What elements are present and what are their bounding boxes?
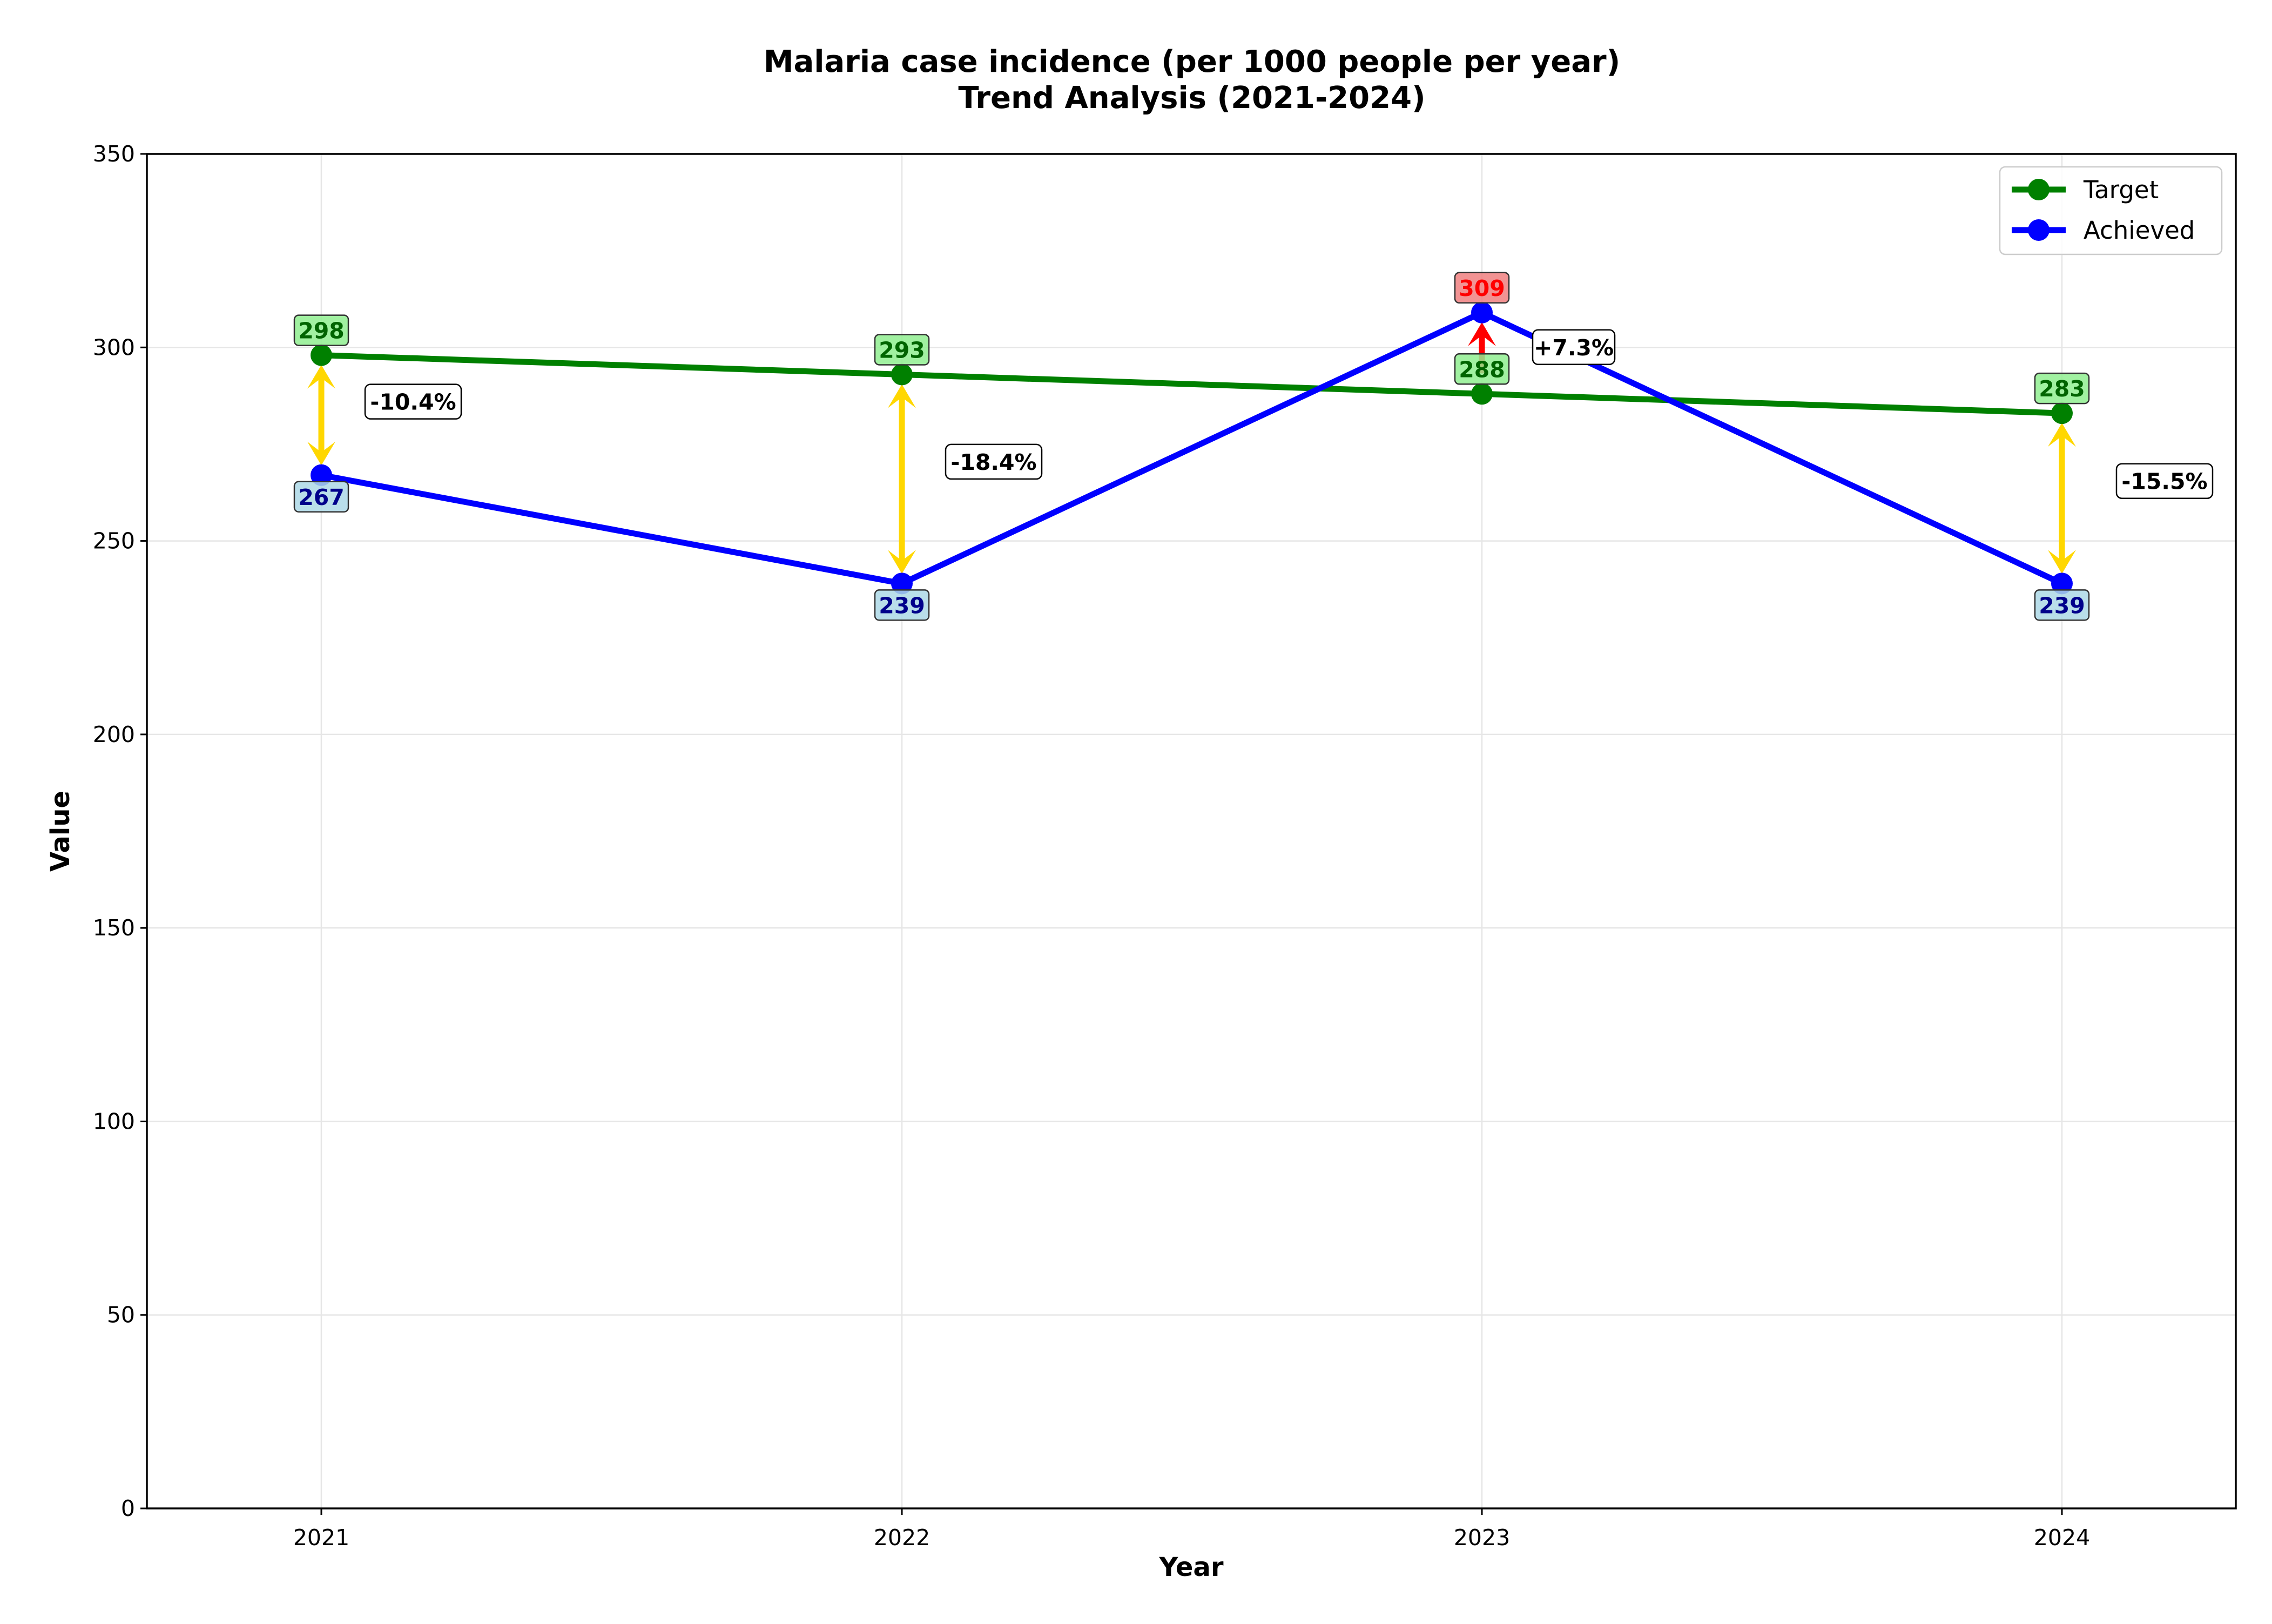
- data-labels: 298 267 293 239 288 309 283 239 -10.4% -18.4% +7.3…: [293, 272, 2214, 621]
- arrow-head: [2048, 423, 2076, 447]
- data-point-target: [2051, 402, 2073, 424]
- legend-label-achieved: Achieved: [2084, 216, 2195, 245]
- y-tick-label: 300: [93, 334, 135, 360]
- target-value-label: 293: [879, 337, 925, 363]
- x-tick-label: 2022: [874, 1525, 930, 1551]
- achieved-value-label: 239: [879, 592, 925, 618]
- series-line-target: [321, 352, 2062, 416]
- achieved-value-label-box: [1454, 272, 1510, 304]
- achieved-value-label-box: [2034, 589, 2090, 621]
- data-point-target: [311, 344, 332, 366]
- x-axis-label: Year: [1159, 1552, 1224, 1582]
- achieved-value-label-box: [293, 481, 349, 513]
- x-tick-label: 2023: [1454, 1525, 1510, 1551]
- target-value-label-box: [1454, 353, 1510, 385]
- arrow-head: [888, 384, 916, 408]
- difference-label-box: [364, 383, 462, 420]
- achieved-value-label: 309: [1459, 275, 1505, 301]
- legend-marker-achieved: [2028, 219, 2049, 241]
- series-lines: [311, 301, 2073, 595]
- target-value-label: 298: [298, 318, 345, 344]
- target-value-label: 283: [2039, 376, 2085, 402]
- data-point-achieved: [311, 464, 332, 486]
- y-tick-label: 150: [93, 915, 135, 941]
- data-point-achieved: [2051, 572, 2073, 595]
- difference-label: -10.4%: [370, 389, 456, 415]
- data-point-target: [891, 363, 913, 386]
- data-point-achieved: [891, 572, 913, 595]
- difference-label: -15.5%: [2121, 469, 2207, 495]
- difference-label: -18.4%: [950, 449, 1036, 475]
- achieved-value-label-box: [874, 589, 930, 621]
- legend-label-target: Target: [2083, 176, 2159, 204]
- y-tick-label: 250: [93, 528, 135, 554]
- arrow-head: [1468, 322, 1496, 346]
- y-axis-label: Value: [45, 791, 76, 872]
- legend-marker-target: [2028, 179, 2049, 200]
- chart-title: Malaria case incidence (per 1000 people …: [764, 44, 1621, 79]
- arrow-head: [2048, 550, 2076, 574]
- target-value-label-box: [2034, 372, 2090, 405]
- data-point-achieved: [1471, 301, 1493, 324]
- difference-arrows: [307, 322, 2076, 574]
- target-value-label-box: [293, 314, 349, 346]
- target-value-label: 288: [1459, 356, 1505, 382]
- y-tick-label: 0: [121, 1495, 135, 1521]
- y-tick-label: 100: [93, 1108, 135, 1134]
- difference-label-box: [1532, 329, 1616, 366]
- achieved-value-label: 239: [2039, 592, 2085, 618]
- x-tick-label: 2024: [2034, 1525, 2090, 1551]
- data-point-target: [1471, 383, 1493, 405]
- x-tick-label: 2021: [293, 1525, 349, 1551]
- legend: Target Achieved: [1999, 166, 2223, 255]
- y-tick-label: 350: [93, 141, 135, 167]
- y-tick-label: 50: [107, 1302, 135, 1328]
- plot-frame: [146, 153, 2237, 1510]
- difference-label: +7.3%: [1534, 335, 1614, 361]
- arrow-head: [307, 441, 335, 466]
- y-tick-label: 200: [93, 722, 135, 747]
- difference-label-box: [2115, 463, 2214, 499]
- arrow-head: [307, 365, 335, 389]
- axis-ticks: 0 50 100 150 200 250 300 350 2021 2022 2023 2024: [93, 141, 2090, 1551]
- difference-label-box: [945, 443, 1043, 480]
- series-line-achieved: [320, 309, 2064, 587]
- target-value-label-box: [874, 334, 930, 366]
- chart-subtitle: Trend Analysis (2021-2024): [958, 80, 1425, 116]
- achieved-value-label: 267: [298, 484, 345, 510]
- arrow-head: [888, 550, 916, 574]
